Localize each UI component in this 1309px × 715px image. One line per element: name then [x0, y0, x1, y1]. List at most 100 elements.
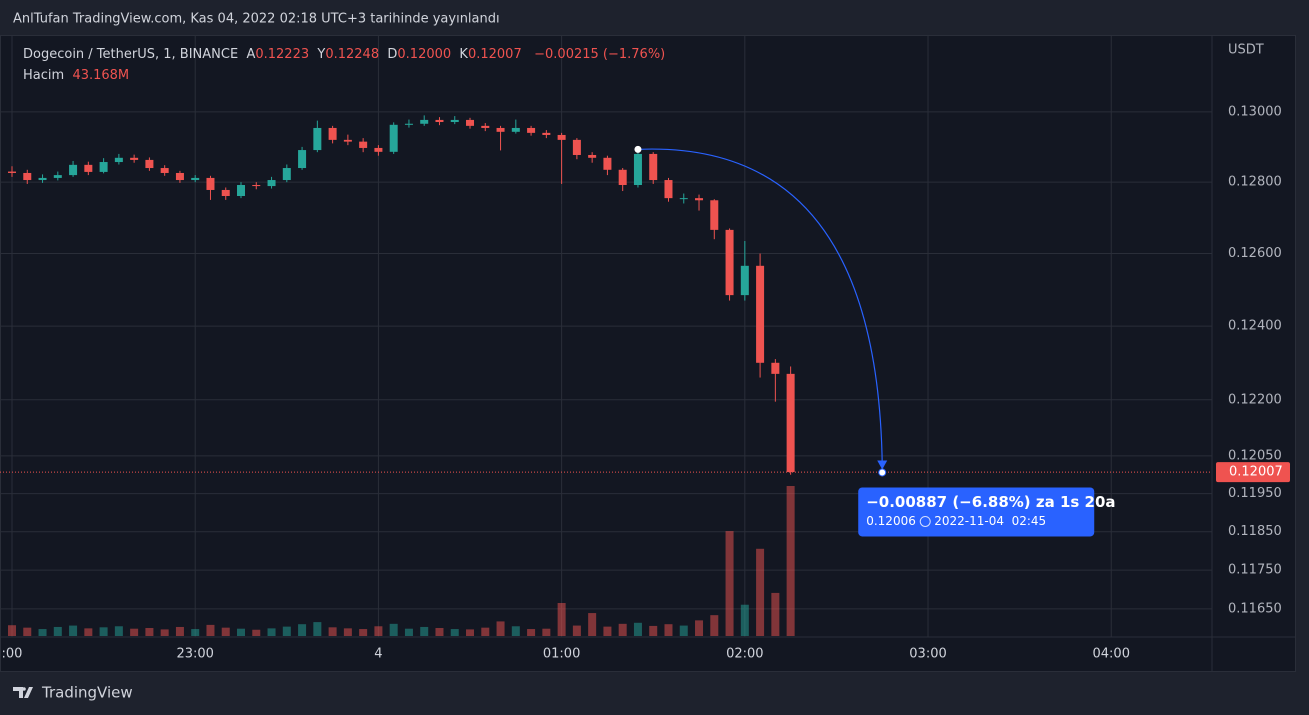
candle-body [496, 127, 505, 132]
x-tick-label: 02:00 [726, 647, 763, 662]
candle-body [664, 180, 673, 199]
last-price-box [1216, 462, 1290, 483]
candle-body [450, 119, 459, 123]
unit-label: USDT [1228, 43, 1264, 58]
y-tick-label: 0.12050 [1228, 448, 1282, 463]
candle-body [8, 171, 16, 173]
volume-bar [374, 626, 383, 636]
chart-frame [0, 35, 1296, 672]
volume-bar [603, 626, 612, 636]
volume-bar [206, 624, 215, 636]
candle-body [313, 127, 322, 151]
candle-body [527, 127, 536, 133]
volume-bar [237, 628, 246, 636]
y-tick-label: 0.12800 [1228, 175, 1282, 190]
candle-body [160, 168, 169, 173]
annotation-time: 2022-11-04 02:45 [934, 514, 1046, 528]
candle-body [435, 119, 444, 123]
candle-body [206, 177, 215, 190]
volume-bar [633, 622, 642, 636]
chart-background [0, 35, 1296, 672]
candle-body [298, 150, 307, 169]
candle-body [588, 154, 597, 158]
symbol: Dogecoin / TetherUS, 1, BINANCE [23, 47, 239, 62]
ohlc-value: 0.12248 [325, 47, 380, 62]
volume-bar [756, 548, 765, 636]
y-tick-label: 0.13000 [1228, 104, 1282, 119]
ohlc-value: 0.12007 [467, 47, 522, 62]
candle-body [99, 162, 108, 172]
candle-body [695, 198, 704, 201]
candle-body [84, 164, 93, 172]
volume-bar [252, 629, 261, 636]
candle-body [603, 157, 612, 170]
brand: TradingView [41, 684, 133, 702]
volume-bar [389, 623, 398, 636]
candle-body [389, 124, 398, 152]
x-tick-label: :00 [2, 647, 23, 662]
candle-body [38, 177, 47, 181]
candle-body [130, 157, 139, 160]
clock-icon [919, 515, 931, 527]
candle-body [756, 265, 765, 363]
candle-body [572, 139, 581, 155]
publisher: AnlTufan TradingView.com, Kas 04, 2022 0… [13, 12, 500, 27]
volume-bar [481, 627, 490, 636]
volume-bar [649, 625, 658, 636]
volume-bar [420, 626, 429, 636]
legend-row: Hacim 43.168M [23, 65, 665, 86]
y-tick-label: 0.11650 [1228, 601, 1282, 616]
annotation-end [878, 468, 887, 477]
volume-bar [84, 628, 93, 636]
candle-body [374, 147, 383, 152]
volume-bar [99, 627, 108, 636]
x-tick-label: 23:00 [176, 647, 213, 662]
x-tick-label: 01:00 [543, 647, 580, 662]
candle-body [404, 123, 413, 125]
candle-body [282, 168, 291, 181]
volume-bar [450, 629, 459, 636]
candle-body [191, 177, 200, 181]
volume-bar [8, 625, 16, 636]
volume-bar [679, 625, 688, 636]
candle-body [725, 229, 734, 296]
candle-body [175, 172, 184, 181]
volume-bar [69, 625, 78, 636]
volume-bar [786, 486, 795, 636]
candle-body [618, 169, 627, 186]
annotation-box [858, 487, 1095, 537]
volume-bar [298, 624, 307, 636]
volume-bar [588, 613, 597, 636]
volume-name: Hacim [23, 68, 65, 83]
volume-bar [618, 623, 627, 636]
y-tick-label: 0.11850 [1228, 524, 1282, 539]
volume-bar [221, 627, 230, 636]
volume-bar [175, 626, 184, 636]
ohlc-value: 0.12223 [255, 47, 310, 62]
last-price-label: 0.12007 [1229, 465, 1283, 480]
candles [8, 115, 795, 475]
candle-body [114, 157, 123, 163]
y-tick-label: 0.12200 [1228, 392, 1282, 407]
candle-body [69, 164, 78, 176]
y-tick-label: 0.11950 [1228, 486, 1282, 501]
candle-body [740, 265, 749, 296]
candle-body [542, 132, 551, 135]
volume-bar [496, 621, 505, 636]
volume-bar [282, 626, 291, 636]
y-tick-label: 0.12400 [1228, 319, 1282, 334]
annotation-price: 0.12006 [866, 514, 916, 528]
volume-bar [725, 531, 734, 636]
candle-body [557, 134, 566, 140]
candle-body [145, 159, 154, 169]
volume-bar [511, 626, 520, 636]
volume-bar [404, 628, 413, 636]
candle-body [343, 139, 352, 142]
volume-bar [542, 628, 551, 636]
ohlc-key: A [246, 47, 256, 62]
volume-bar [145, 628, 154, 636]
ohlc-key: K [459, 47, 468, 62]
volume-bar [572, 625, 581, 636]
volume-bar [435, 628, 444, 636]
